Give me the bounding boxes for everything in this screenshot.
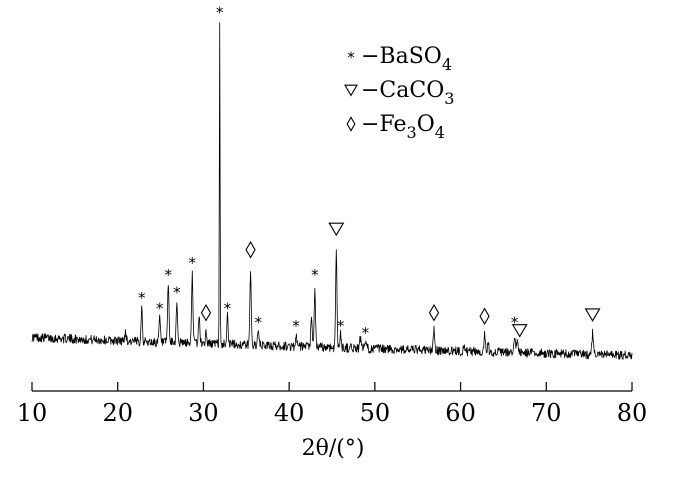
fe3o4-marker xyxy=(479,307,490,326)
x-tick-label-30: 30 xyxy=(188,399,219,427)
baso4-marker: * xyxy=(362,324,370,342)
baso4-marker: * xyxy=(173,284,181,302)
fe3o4-marker xyxy=(245,240,256,259)
baso4-marker: * xyxy=(511,313,519,331)
baso4-marker: * xyxy=(337,317,345,335)
plot-area: ******** *** ** xyxy=(31,4,633,360)
x-tick-label-60: 60 xyxy=(445,399,476,427)
x-axis-title: 2θ/(°) xyxy=(302,436,365,461)
x-tick-label-70: 70 xyxy=(531,399,562,427)
legend-symbol-1 xyxy=(344,84,358,97)
legend: * −BaSO4 −CaCO3 −Fe3O4 xyxy=(344,44,454,142)
baso4-marker: * xyxy=(224,299,232,317)
legend-label-1: −CaCO3 xyxy=(361,78,454,108)
peak-markers: ******** *** ** xyxy=(138,4,601,342)
baso4-marker: * xyxy=(189,254,197,272)
baso4-marker: * xyxy=(156,299,164,317)
baso4-marker: * xyxy=(216,4,224,22)
x-tick-label-80: 80 xyxy=(617,399,648,427)
fe3o4-marker xyxy=(428,303,440,322)
x-tick-label-20: 20 xyxy=(102,399,133,427)
baso4-marker: * xyxy=(255,313,263,331)
baso4-marker: * xyxy=(165,266,173,284)
fe3o4-marker xyxy=(200,303,212,322)
legend-symbol-2 xyxy=(346,116,356,132)
legend-label-2: −Fe3O4 xyxy=(361,112,445,142)
legend-symbol-0: * xyxy=(347,49,355,67)
caco3-marker xyxy=(511,324,528,338)
baso4-marker: * xyxy=(292,317,300,335)
caco3-marker xyxy=(328,222,345,237)
baso4-marker: * xyxy=(138,289,146,307)
xrd-pattern-line xyxy=(31,22,633,360)
legend-label-0: −BaSO4 xyxy=(361,44,452,74)
x-axis: 10 20 30 40 50 60 70 80 2θ/(°) xyxy=(17,382,648,461)
x-tick-label-40: 40 xyxy=(274,399,305,427)
caco3-marker xyxy=(584,308,601,322)
x-tick-label-10: 10 xyxy=(17,399,48,427)
x-tick-label-50: 50 xyxy=(360,399,391,427)
baso4-marker: * xyxy=(311,266,319,284)
x-ticks: 10 20 30 40 50 60 70 80 xyxy=(17,382,648,427)
